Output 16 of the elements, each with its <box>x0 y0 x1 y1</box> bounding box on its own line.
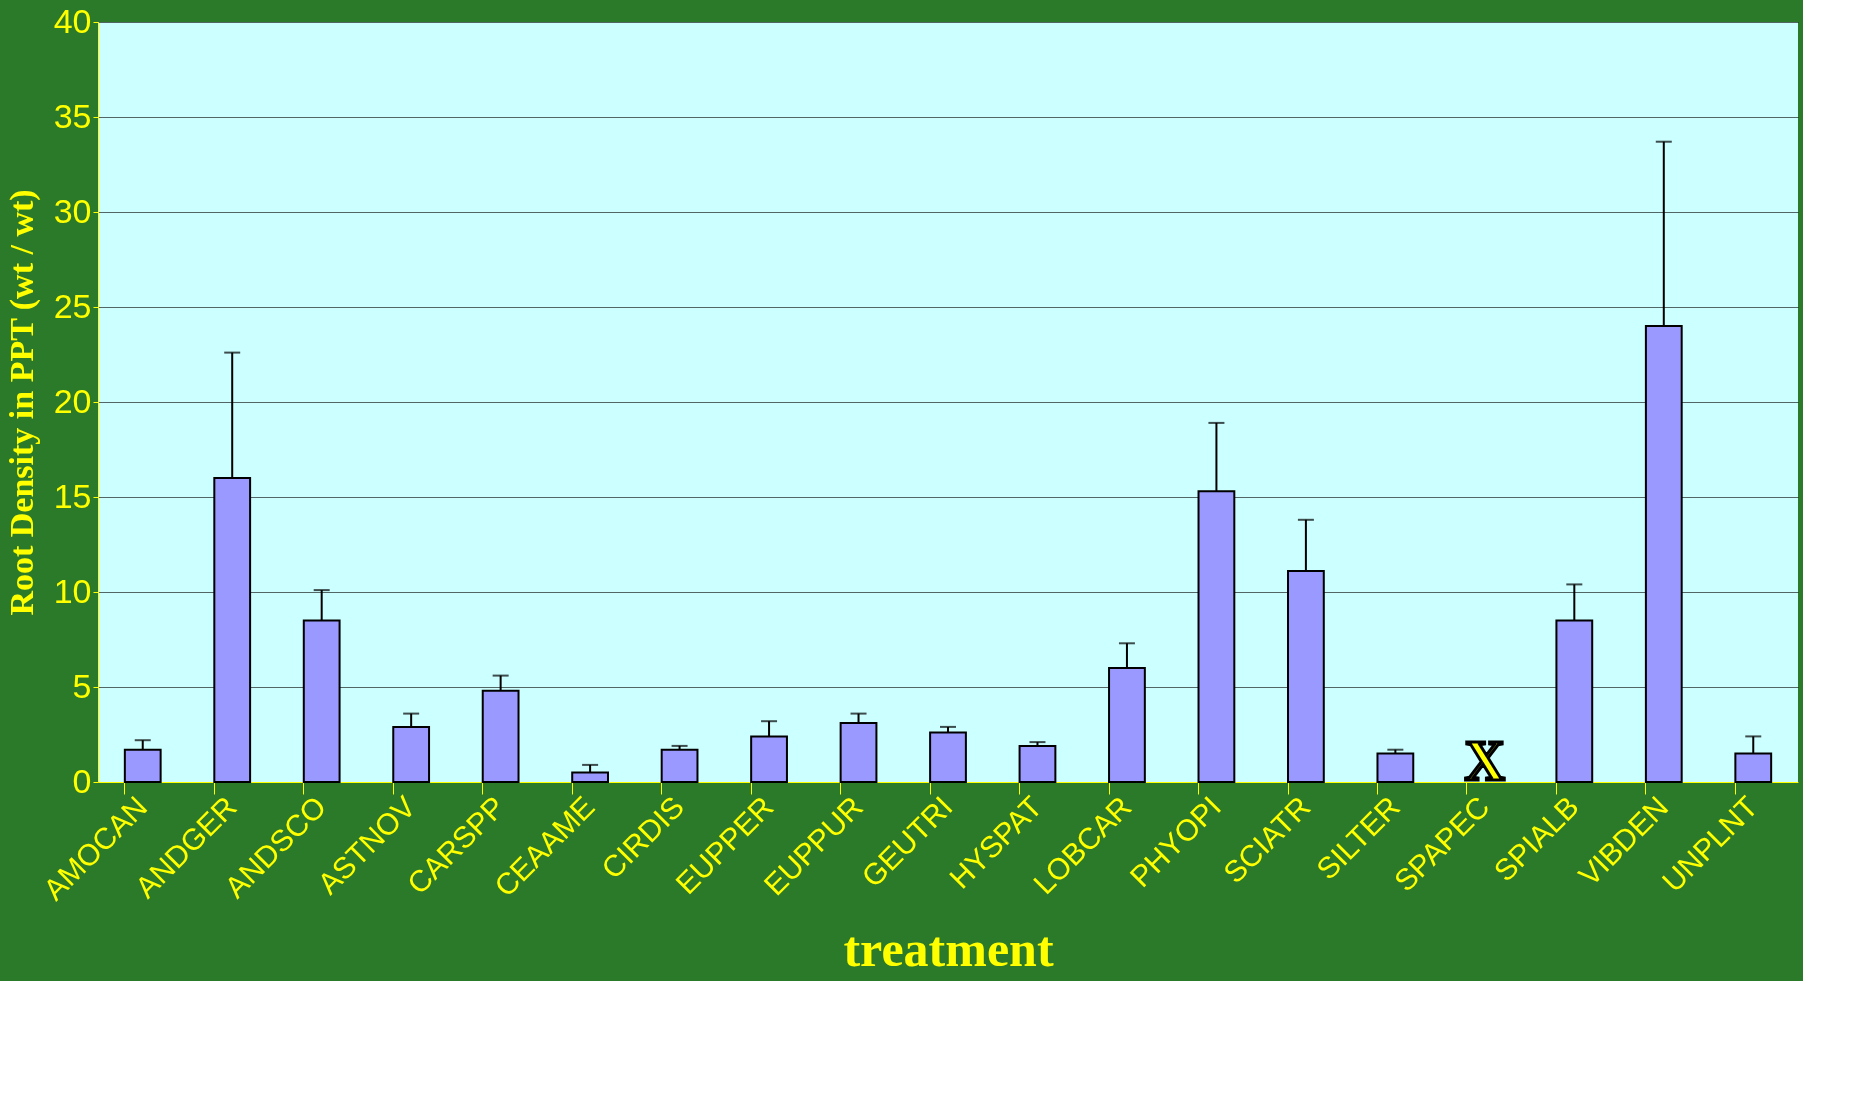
y-tick-label: 30 <box>53 191 92 230</box>
bar <box>1376 752 1415 783</box>
y-tick-label: 25 <box>53 286 92 325</box>
y-tick-label: 40 <box>53 1 92 40</box>
bar <box>1018 744 1057 783</box>
bar <box>929 731 967 783</box>
x-axis-title: treatment <box>843 921 1054 978</box>
y-tick-label: 15 <box>53 476 92 515</box>
bar <box>660 748 699 783</box>
annotation: X <box>1464 730 1506 792</box>
y-tick-label: 20 <box>53 381 92 420</box>
y-tick-label: 10 <box>53 571 92 610</box>
y-axis-title: Root Density in PPT (wt / wt) <box>2 189 41 616</box>
y-tick-label: 0 <box>72 761 92 800</box>
y-tick-label: 5 <box>72 666 92 705</box>
y-tick-label: 35 <box>53 96 92 135</box>
